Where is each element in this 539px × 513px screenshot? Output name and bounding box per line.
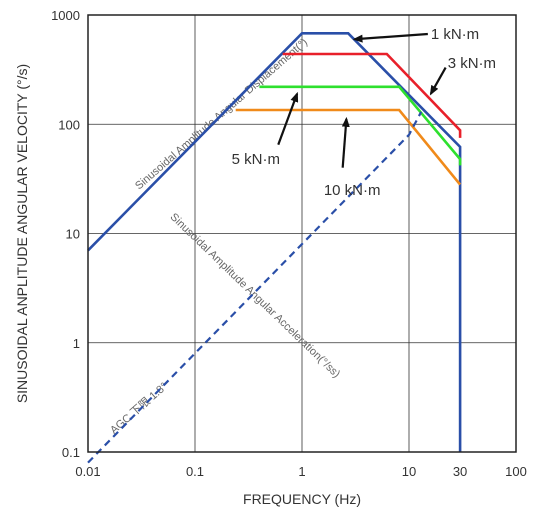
x-tick-label: 0.01: [75, 464, 100, 479]
curve-label-3-kn-m: 3 kN·m: [448, 55, 496, 72]
curve-label-1-kn-m: 1 kN·m: [431, 26, 479, 43]
tick-labels: 0.01 0.1 1 10 30 100 0.1 1 10 100 1000: [51, 8, 527, 479]
y-axis-label: SINUSOIDAL ANPLITUDE ANGULAR VELOCITY (°…: [14, 64, 30, 403]
x-tick-label: 0.1: [186, 464, 204, 479]
curve-label-5-kn-m: 5 kN·m: [232, 151, 280, 168]
series-line-3-kn-m: [282, 52, 462, 138]
grid: [88, 15, 516, 452]
plot-frame: [87, 14, 517, 453]
curve-label-10-kn-m: 10 kN·m: [324, 182, 381, 199]
series-line-agc-1-8: [87, 111, 423, 464]
series-line-10-kn-m: [235, 108, 462, 186]
x-tick-label: 30: [453, 464, 467, 479]
series-line-1-kn-m: [87, 31, 462, 452]
label-arrow-1-kn-m: [352, 32, 428, 43]
x-tick-label: 10: [402, 464, 416, 479]
y-tick-label: 0.1: [62, 445, 80, 460]
y-tick-label: 1: [73, 336, 80, 351]
y-tick-label: 10: [66, 227, 80, 242]
label-arrow-5-kn-m: [277, 91, 299, 146]
x-tick-label: 1: [298, 464, 305, 479]
x-axis-label: FREQUENCY (Hz): [243, 491, 361, 507]
x-tick-label: 100: [505, 464, 527, 479]
y-tick-label: 100: [58, 117, 80, 132]
diagonal-annotations: Sinusoidal Amplitude Angular Displacemen…: [107, 36, 342, 436]
y-tick-label: 1000: [51, 8, 80, 23]
series-line-5-kn-m: [259, 85, 462, 166]
label-arrow-10-kn-m: [341, 116, 350, 168]
curve-labels: 1 kN·m 3 kN·m 5 kN·m 10 kN·m: [232, 26, 496, 199]
annotation-agc-1-8: AGC 下限 1.8°: [107, 380, 170, 437]
label-arrow-3-kn-m: [429, 67, 447, 96]
series-lines: [87, 31, 462, 464]
